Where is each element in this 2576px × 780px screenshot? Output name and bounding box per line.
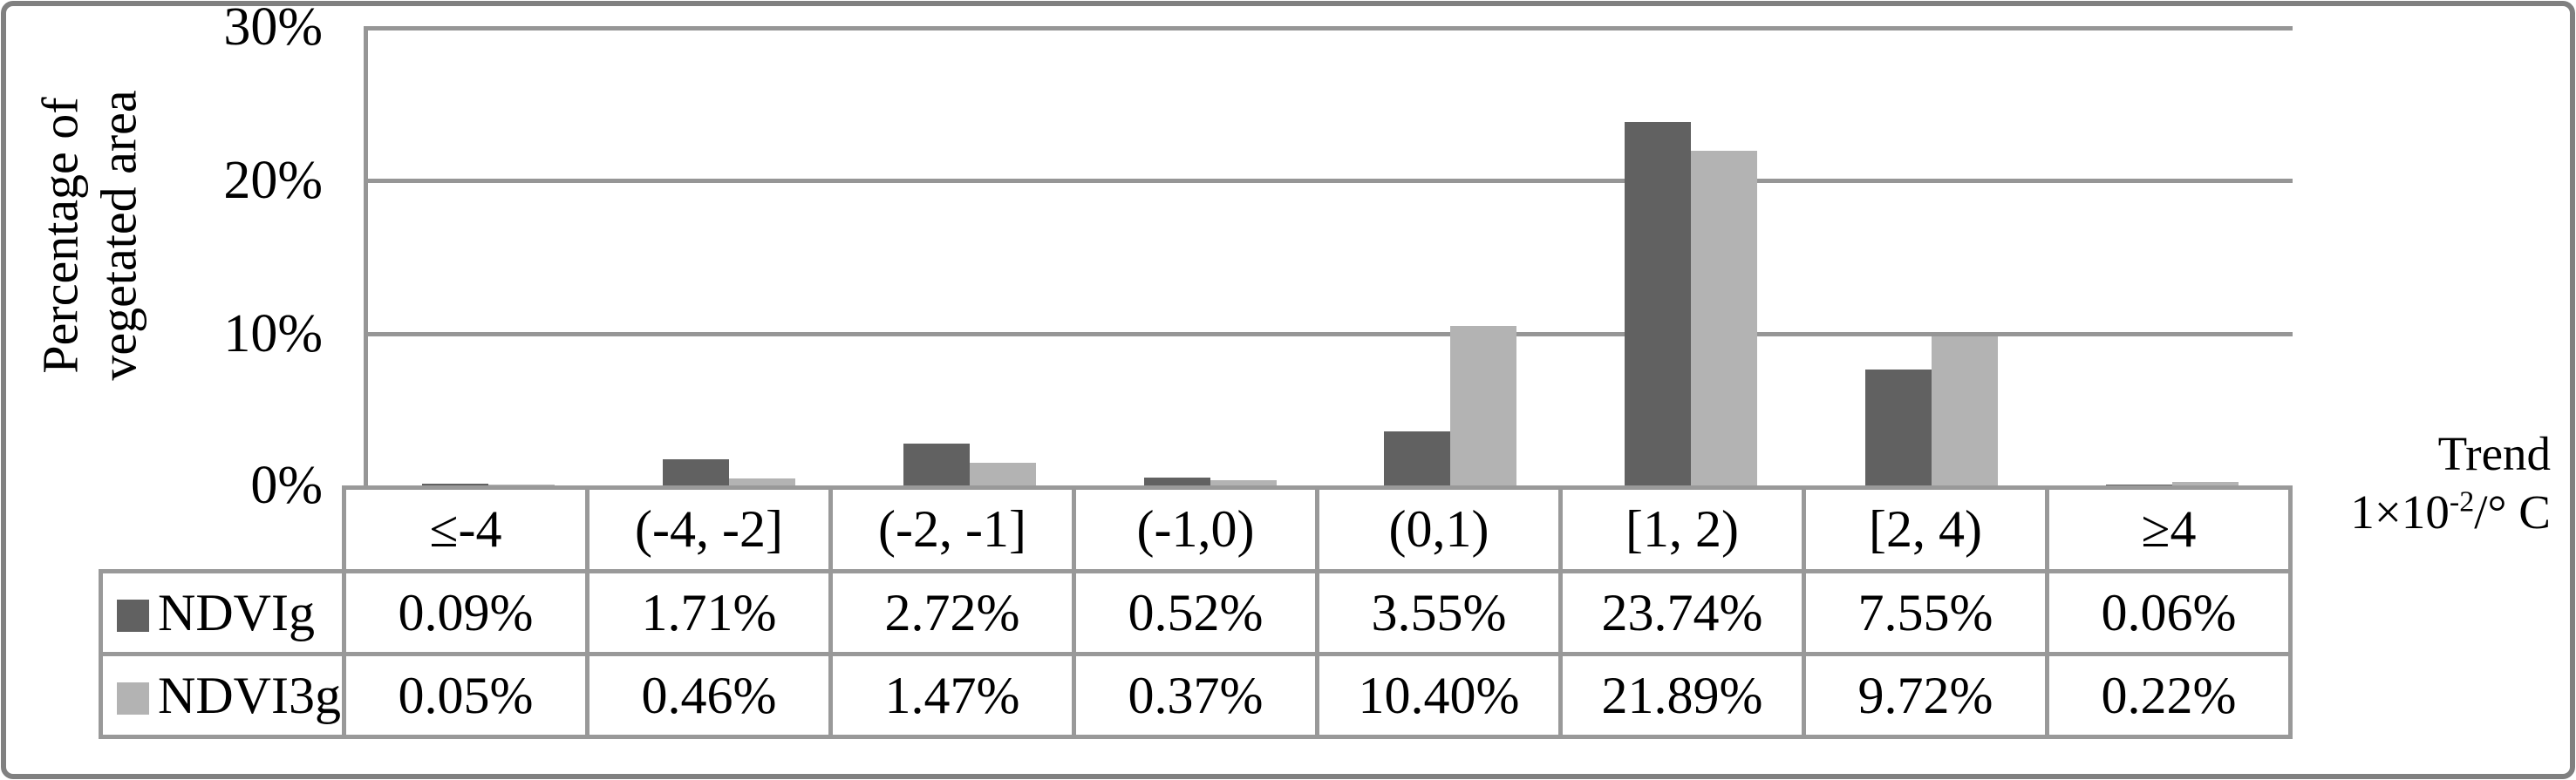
table-header-row: ≤-4 (-4, -2] (-2, -1] (-1,0) (0,1) [1, 2… [101, 485, 2293, 573]
table-value-cell: 7.55% [1802, 569, 2049, 656]
y-tick-0: 0% [250, 456, 323, 515]
bar-NDVIg-6 [1865, 370, 1932, 485]
table-value-cell: 0.46% [585, 652, 833, 739]
legend-label: NDVIg [158, 583, 315, 641]
bar-NDVI3g-5 [1691, 150, 1758, 485]
y-tick-10: 10% [223, 304, 323, 363]
bar-NDVIg-1 [662, 459, 729, 485]
trend-label: Trend [2437, 427, 2551, 480]
unit-text: 1×10-2/° C [2350, 485, 2551, 539]
gridline-10pct [368, 332, 2293, 336]
y-tick-20: 20% [223, 151, 323, 210]
bar-NDVI3g-7 [2172, 482, 2239, 485]
table-header-cell: (-4, -2] [585, 485, 833, 573]
bar-NDVI3g-3 [1210, 479, 1277, 485]
table-row-ndvig: NDVIg 0.09% 1.71% 2.72% 0.52% 3.55% 23.7… [99, 569, 2293, 656]
table-header-cell: (-2, -1] [828, 485, 1076, 573]
table-header-cell: (-1,0) [1072, 485, 1319, 573]
table-value-cell: 0.05% [342, 652, 589, 739]
table-value-cell: 10.40% [1315, 652, 1563, 739]
table-value-cell: 0.37% [1072, 652, 1319, 739]
table-header-cell: [2, 4) [1802, 485, 2049, 573]
table-value-cell: 0.22% [2045, 652, 2293, 739]
table-value-cell: 2.72% [828, 569, 1076, 656]
table-value-cell: 21.89% [1558, 652, 1806, 739]
data-table: ≤-4 (-4, -2] (-2, -1] (-1,0) (0,1) [1, 2… [99, 485, 2293, 739]
bar-NDVI3g-6 [1932, 336, 1999, 485]
table-value-cell: 23.74% [1558, 569, 1806, 656]
bar-NDVI3g-1 [728, 478, 795, 485]
table-value-cell: 3.55% [1315, 569, 1563, 656]
bar-NDVIg-3 [1143, 477, 1210, 485]
legend-swatch-dark-icon [117, 599, 149, 632]
bar-NDVIg-0 [421, 484, 488, 485]
bar-NDVIg-2 [903, 444, 970, 485]
bar-NDVIg-5 [1625, 122, 1692, 485]
table-header-cell: (0,1) [1315, 485, 1563, 573]
table-value-cell: 0.06% [2045, 569, 2293, 656]
bar-NDVI3g-4 [1450, 326, 1517, 485]
table-value-cell: 9.72% [1802, 652, 2049, 739]
legend-cell-ndvig: NDVIg [99, 569, 346, 656]
x-axis-unit-label: Trend 1×10-2/° C [2285, 424, 2551, 541]
legend-cell-ndvi3g: NDVI3g [99, 652, 346, 739]
gridline-30pct [368, 26, 2293, 31]
legend-label: NDVI3g [158, 666, 341, 724]
plot-area [364, 26, 2293, 485]
table-value-cell: 0.09% [342, 569, 589, 656]
y-tick-30: 30% [223, 0, 323, 57]
table-value-cell: 1.71% [585, 569, 833, 656]
table-value-cell: 1.47% [828, 652, 1076, 739]
table-value-cell: 0.52% [1072, 569, 1319, 656]
table-corner-cell [101, 488, 344, 572]
unit-exponent: -2 [2449, 485, 2475, 519]
bar-NDVIg-4 [1384, 431, 1451, 485]
bar-NDVI3g-2 [969, 463, 1036, 485]
y-axis-title-line1: Percentage of [31, 97, 89, 374]
table-header-cell: [1, 2) [1558, 485, 1806, 573]
gridline-20pct [368, 179, 2293, 183]
table-row-ndvi3g: NDVI3g 0.05% 0.46% 1.47% 0.37% 10.40% 21… [99, 652, 2293, 739]
legend-swatch-light-icon [117, 682, 149, 715]
table-header-cell: ≥4 [2045, 485, 2293, 573]
table-header-cell: ≤-4 [342, 485, 589, 573]
